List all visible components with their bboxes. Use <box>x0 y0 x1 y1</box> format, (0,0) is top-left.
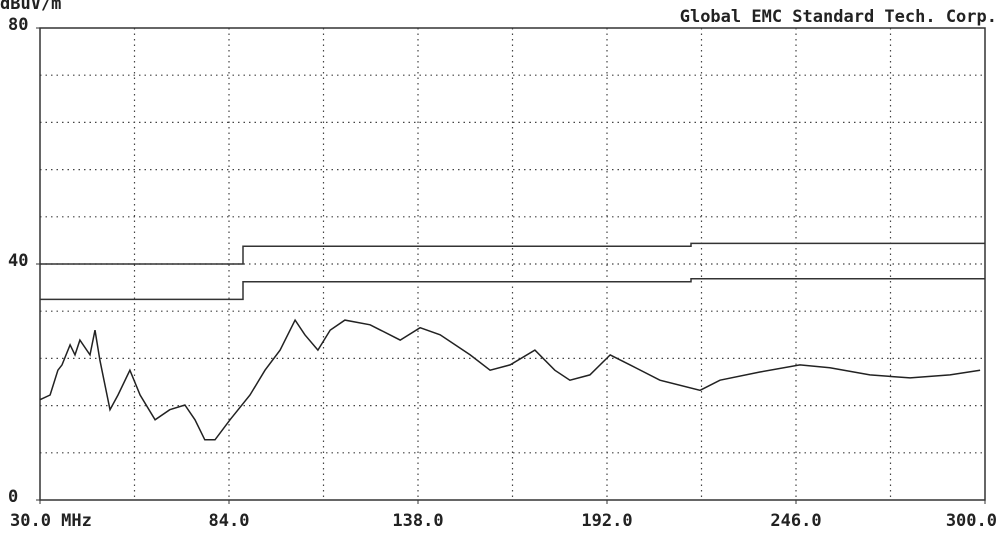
x-tick-label: 246.0 <box>770 511 821 531</box>
y-tick-label: 80 <box>8 15 28 35</box>
series-line <box>40 278 985 301</box>
series-line <box>40 242 985 265</box>
y-tick-label: 0 <box>8 487 18 507</box>
y-axis-label: dBuV/m <box>0 0 61 14</box>
x-tick-label: 192.0 <box>581 511 632 531</box>
y-tick-label: 40 <box>8 251 28 271</box>
series-line <box>39 318 981 441</box>
x-tick-label: 138.0 <box>392 511 443 531</box>
x-tick-label: 84.0 <box>209 511 250 531</box>
x-tick-label: 30.0 MHz <box>10 511 92 531</box>
chart-title: Global EMC Standard Tech. Corp. <box>680 7 997 27</box>
x-tick-label: 300.0 <box>946 511 997 531</box>
